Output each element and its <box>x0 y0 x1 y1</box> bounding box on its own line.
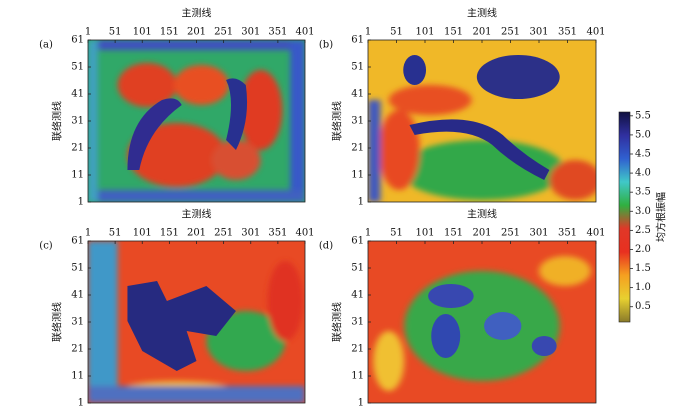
x-tick-label: 401 <box>586 27 605 38</box>
y-tick-label: 61 <box>351 236 364 247</box>
colorbar-tick-label: 1.0 <box>635 282 651 293</box>
x-tick-label: 101 <box>415 228 434 239</box>
x-tick-label: 201 <box>472 27 491 38</box>
heatmap-image <box>368 40 596 202</box>
y-tick-label: 51 <box>351 263 364 274</box>
heatmap-image <box>88 40 305 202</box>
y-tick-label: 61 <box>71 236 84 247</box>
heatmap-image <box>368 241 596 403</box>
x-tick-label: 51 <box>390 27 403 38</box>
x-axis-label: 主测线 <box>467 208 497 221</box>
x-tick-label: 401 <box>295 228 314 239</box>
x-tick-label: 1 <box>365 27 371 38</box>
x-tick-label: 101 <box>133 228 152 239</box>
colorbar-tick-label: 2.5 <box>635 225 651 236</box>
x-tick-label: 151 <box>160 228 179 239</box>
x-tick-label: 101 <box>415 27 434 38</box>
x-tick-label: 301 <box>529 27 548 38</box>
colorbar-label: 均方根振幅 <box>655 192 668 242</box>
x-tick-label: 251 <box>501 228 520 239</box>
y-tick-label: 51 <box>71 263 84 274</box>
y-tick-label: 1 <box>78 398 84 409</box>
colorbar-tick-label: 5.0 <box>635 129 651 140</box>
x-tick-label: 151 <box>444 27 463 38</box>
x-tick-label: 401 <box>295 27 314 38</box>
x-tick-label: 1 <box>365 228 371 239</box>
y-tick-label: 41 <box>351 290 364 301</box>
y-tick-label: 11 <box>351 170 364 181</box>
y-tick-label: 21 <box>71 344 84 355</box>
x-tick-label: 151 <box>160 27 179 38</box>
y-tick-label: 51 <box>351 62 364 73</box>
y-tick-label: 21 <box>71 143 84 154</box>
x-tick-label: 301 <box>241 27 260 38</box>
y-tick-label: 11 <box>71 371 84 382</box>
colorbar-tick-label: 4.5 <box>635 149 651 160</box>
y-tick-label: 41 <box>71 89 84 100</box>
x-tick-label: 351 <box>558 27 577 38</box>
colorbar-tick-label: 2.0 <box>635 244 651 255</box>
x-tick-label: 351 <box>558 228 577 239</box>
panel-label: (d) <box>319 241 333 252</box>
x-tick-label: 51 <box>109 228 122 239</box>
x-axis-label: 主测线 <box>467 7 497 20</box>
y-tick-label: 21 <box>351 143 364 154</box>
y-tick-label: 61 <box>71 35 84 46</box>
x-tick-label: 251 <box>214 228 233 239</box>
y-tick-label: 11 <box>71 170 84 181</box>
y-tick-label: 31 <box>351 317 364 328</box>
y-tick-label: 31 <box>71 116 84 127</box>
x-tick-label: 301 <box>529 228 548 239</box>
panel-label: (c) <box>39 241 53 252</box>
colorbar-tick-label: 3.0 <box>635 206 651 217</box>
x-tick-label: 201 <box>472 228 491 239</box>
y-tick-label: 1 <box>78 197 84 208</box>
y-tick-label: 11 <box>351 371 364 382</box>
colorbar-tick-label: 1.5 <box>635 263 651 274</box>
x-tick-label: 201 <box>187 27 206 38</box>
y-tick-label: 31 <box>351 116 364 127</box>
y-axis-label: 联络测线 <box>331 101 344 141</box>
panel-label: (b) <box>319 40 333 51</box>
x-axis-label: 主测线 <box>182 208 212 221</box>
panel-label: (a) <box>39 40 53 51</box>
x-tick-label: 101 <box>133 27 152 38</box>
y-tick-label: 61 <box>351 35 364 46</box>
x-tick-label: 351 <box>268 228 287 239</box>
x-tick-label: 51 <box>390 228 403 239</box>
colorbar <box>618 111 631 323</box>
y-tick-label: 41 <box>351 89 364 100</box>
x-tick-label: 401 <box>586 228 605 239</box>
y-axis-label: 联络测线 <box>51 302 64 342</box>
y-axis-label: 联络测线 <box>331 302 344 342</box>
heatmap-image <box>88 241 305 403</box>
y-tick-label: 1 <box>358 197 364 208</box>
y-tick-label: 21 <box>351 344 364 355</box>
colorbar-tick-label: 3.5 <box>635 187 651 198</box>
y-tick-label: 31 <box>71 317 84 328</box>
colorbar-tick-label: 0.5 <box>635 301 651 312</box>
x-tick-label: 251 <box>214 27 233 38</box>
colorbar-tick-label: 5.5 <box>635 110 651 121</box>
x-tick-label: 251 <box>501 27 520 38</box>
x-tick-label: 1 <box>85 228 91 239</box>
y-axis-label: 联络测线 <box>51 101 64 141</box>
x-tick-label: 301 <box>241 228 260 239</box>
x-axis-label: 主测线 <box>182 7 212 20</box>
y-tick-label: 41 <box>71 290 84 301</box>
x-tick-label: 201 <box>187 228 206 239</box>
y-tick-label: 51 <box>71 62 84 73</box>
y-tick-label: 1 <box>358 398 364 409</box>
colorbar-tick-label: 4.0 <box>635 168 651 179</box>
x-tick-label: 51 <box>109 27 122 38</box>
x-tick-label: 151 <box>444 228 463 239</box>
x-tick-label: 351 <box>268 27 287 38</box>
x-tick-label: 1 <box>85 27 91 38</box>
